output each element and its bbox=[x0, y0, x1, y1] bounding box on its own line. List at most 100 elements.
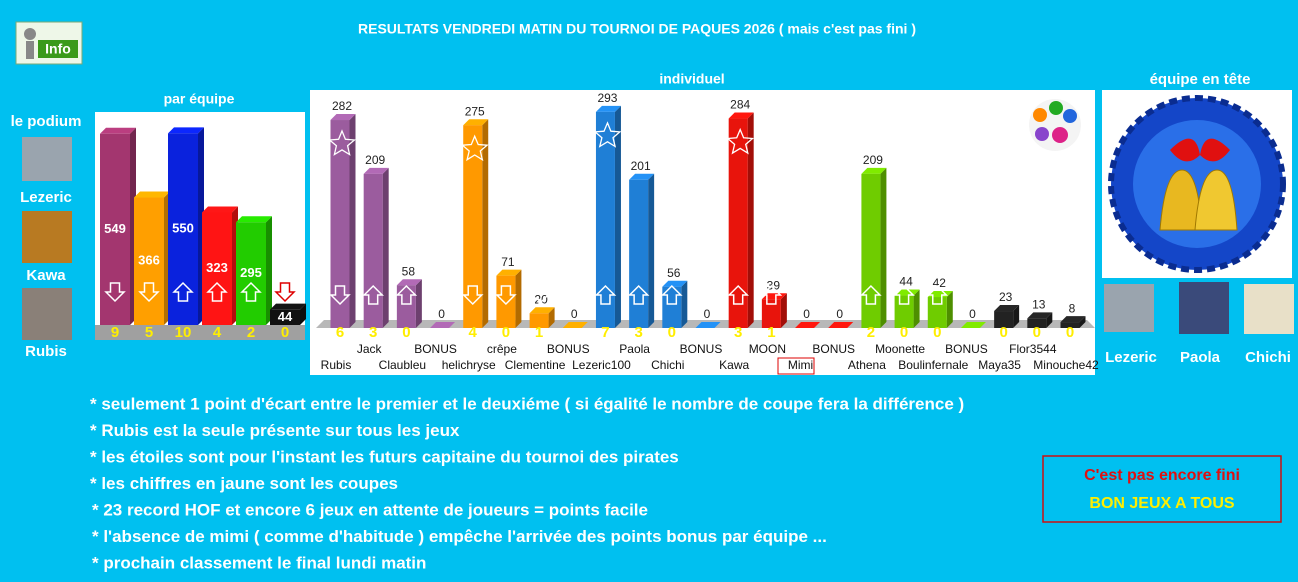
cup-count: 7 bbox=[601, 324, 609, 341]
bar-top bbox=[236, 216, 272, 223]
leader-name: Lezeric bbox=[1105, 349, 1157, 366]
note-line: * Rubis est la seule présente sur tous l… bbox=[90, 421, 460, 440]
value-label: 56 bbox=[667, 266, 681, 280]
bar-side bbox=[515, 269, 522, 328]
trend-arrow bbox=[172, 281, 194, 302]
bar-top bbox=[363, 167, 389, 174]
cup-count: 0 bbox=[999, 324, 1007, 341]
value-label: 13 bbox=[1032, 298, 1046, 312]
cup-count: 0 bbox=[1033, 324, 1041, 341]
avatar bbox=[1179, 282, 1229, 334]
value-label: 0 bbox=[969, 307, 976, 321]
bar bbox=[236, 222, 266, 325]
podium-name: Rubis bbox=[25, 343, 67, 360]
bar bbox=[168, 133, 198, 325]
bar bbox=[134, 197, 164, 325]
bar bbox=[100, 133, 130, 325]
bar-top bbox=[994, 305, 1020, 312]
x-tick-label: Moonette bbox=[875, 342, 925, 356]
bar-top bbox=[100, 127, 136, 134]
leader-badge bbox=[1102, 90, 1292, 278]
bar bbox=[1027, 318, 1047, 328]
bar bbox=[927, 297, 947, 328]
trend-arrow bbox=[926, 284, 949, 305]
avatar bbox=[22, 288, 72, 340]
bar bbox=[529, 313, 549, 328]
cup-count: 9 bbox=[111, 324, 119, 341]
individual-chart: 2826Rubis2093Jack580Claubleu0BONUS2754he… bbox=[321, 91, 1099, 372]
leader-name: Paola bbox=[1180, 349, 1221, 366]
bar-side bbox=[614, 105, 621, 328]
cup-count: 6 bbox=[336, 324, 344, 341]
value-label: 20 bbox=[534, 292, 548, 306]
bar-top bbox=[330, 114, 356, 121]
x-tick-label: Kawa bbox=[719, 358, 749, 372]
bar-side bbox=[780, 293, 787, 328]
trend-arrow bbox=[661, 284, 683, 305]
bar-side bbox=[300, 303, 306, 325]
value-label: 0 bbox=[803, 307, 810, 321]
x-tick-label: BONUS bbox=[945, 342, 988, 356]
x-tick-label: Mimi bbox=[788, 358, 813, 372]
cup-count: 10 bbox=[175, 324, 192, 341]
podium-heading: le podium bbox=[11, 113, 82, 130]
trend-arrow bbox=[760, 284, 783, 305]
bar-top bbox=[828, 322, 854, 328]
bar bbox=[761, 299, 781, 328]
leader-heading: équipe en tête bbox=[1150, 71, 1251, 88]
notes: * seulement 1 point d'écart entre le pre… bbox=[90, 394, 964, 572]
leader-name: Chichi bbox=[1245, 349, 1291, 366]
bar-top bbox=[168, 127, 204, 134]
x-tick-label: Lezeric100 bbox=[572, 358, 631, 372]
cup-count: 1 bbox=[535, 324, 543, 341]
bar bbox=[728, 118, 748, 328]
bar bbox=[629, 179, 649, 328]
value-label: 282 bbox=[332, 99, 352, 113]
bar bbox=[861, 173, 881, 328]
trend-arrow bbox=[362, 284, 384, 305]
bar bbox=[994, 311, 1014, 328]
trend-arrow bbox=[495, 285, 517, 306]
note-line: * l'absence de mimi ( comme d'habitude )… bbox=[92, 527, 827, 546]
x-tick-label: Athena bbox=[848, 358, 886, 372]
value-label: 44 bbox=[278, 309, 293, 324]
value-label: 8 bbox=[1069, 301, 1076, 315]
bar-side bbox=[913, 289, 920, 328]
value-label: 0 bbox=[836, 307, 843, 321]
bar-top bbox=[202, 206, 238, 213]
cup-count: 5 bbox=[145, 324, 153, 341]
highlight-box bbox=[777, 357, 815, 375]
trend-arrow bbox=[206, 281, 228, 302]
avatar bbox=[1104, 284, 1154, 332]
bar-side bbox=[415, 279, 422, 328]
bar-top bbox=[894, 289, 920, 296]
value-label: 275 bbox=[465, 104, 485, 118]
chart-floor bbox=[95, 325, 305, 340]
value-label: 366 bbox=[138, 253, 160, 268]
cup-count: 4 bbox=[469, 324, 478, 341]
bar bbox=[363, 173, 383, 328]
bar-top bbox=[861, 167, 887, 174]
bar-side bbox=[382, 167, 389, 328]
trend-arrow bbox=[138, 282, 160, 303]
bar-side bbox=[1079, 316, 1086, 328]
bar bbox=[595, 111, 615, 328]
message-line: C'est pas encore fini bbox=[1084, 467, 1240, 484]
note-line: * seulement 1 point d'écart entre le pre… bbox=[90, 394, 964, 413]
note-line: * prochain classement le final lundi mat… bbox=[92, 553, 426, 572]
bar-side bbox=[648, 173, 655, 328]
bar-top bbox=[270, 303, 306, 310]
cup-count: 2 bbox=[247, 324, 255, 341]
star bbox=[593, 121, 622, 148]
value-label: 209 bbox=[365, 153, 385, 167]
bar-top bbox=[662, 280, 688, 287]
bar-top bbox=[562, 322, 588, 328]
bar-top bbox=[134, 191, 170, 198]
value-label: 284 bbox=[730, 98, 750, 112]
note-line: * les étoiles sont pour l'instant les fu… bbox=[90, 447, 679, 466]
bar-side bbox=[482, 119, 489, 328]
value-label: 201 bbox=[631, 159, 651, 173]
info-icon: Info bbox=[15, 21, 83, 65]
bar-top bbox=[960, 322, 986, 328]
